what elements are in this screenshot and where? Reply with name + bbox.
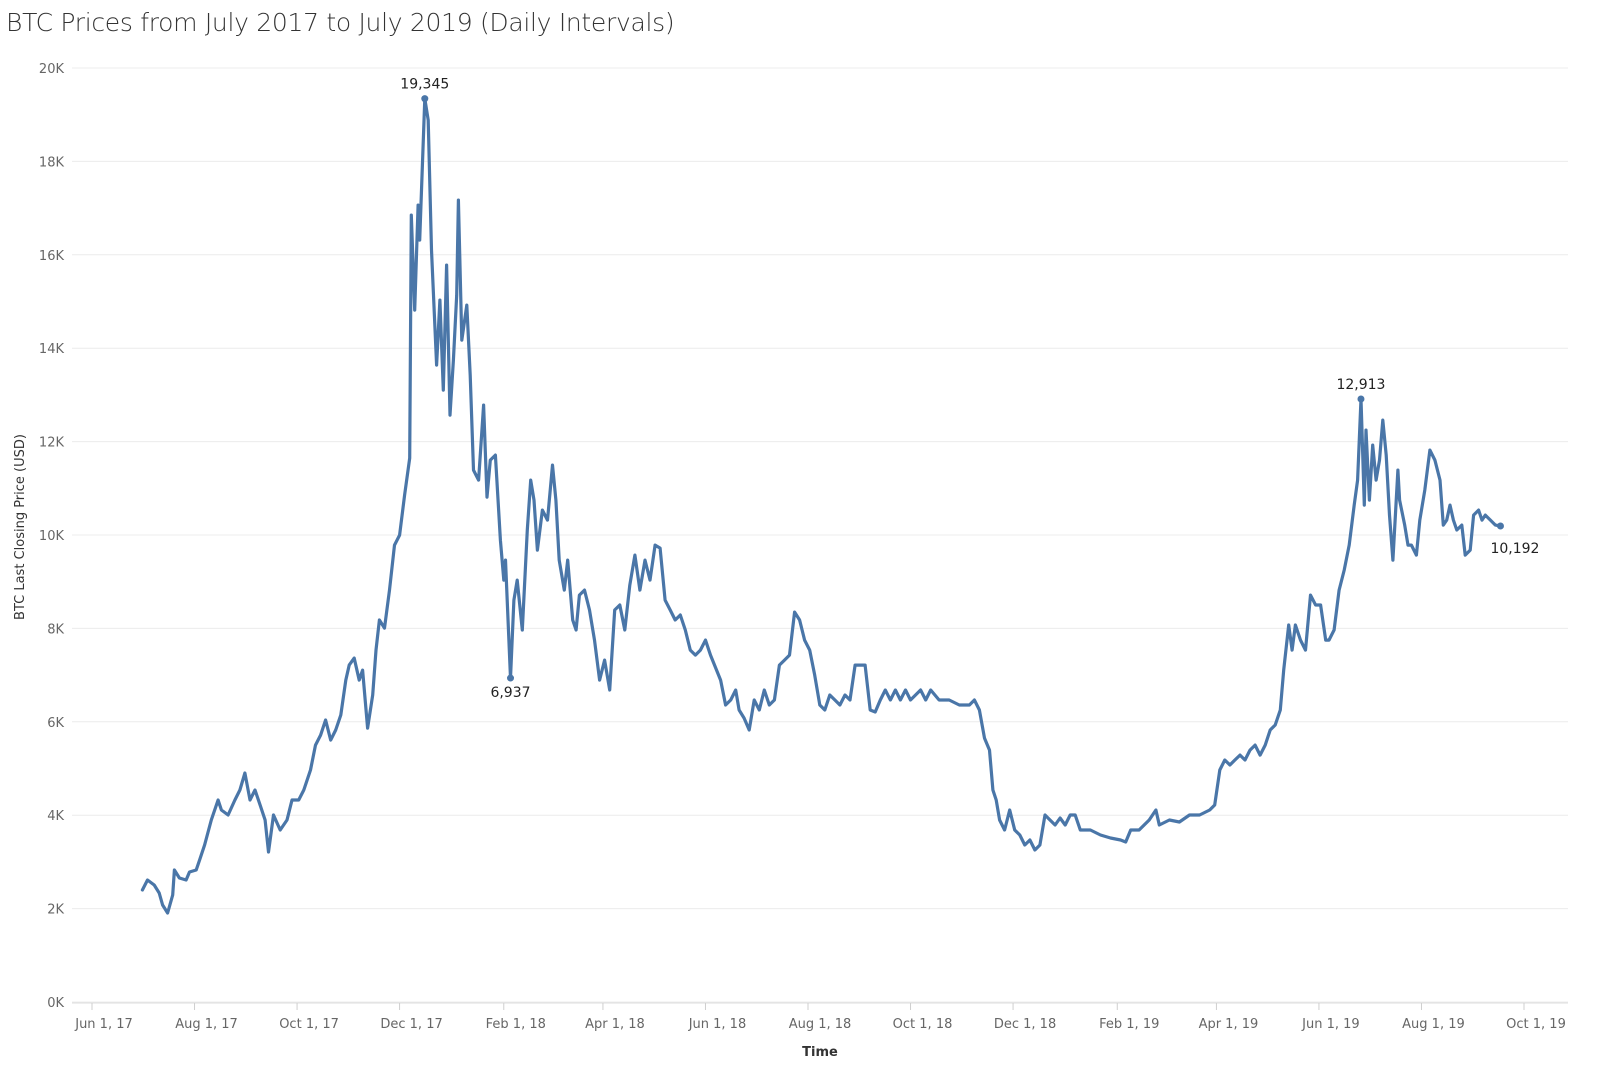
- y-axis-title: BTC Last Closing Price (USD): [13, 434, 28, 620]
- y-axis: 0K 2K 4K 6K 8K 10K 12K 14K 16K 18K 20K: [39, 62, 65, 1011]
- annotation-point: [507, 674, 515, 682]
- annotation-point: [421, 95, 429, 103]
- annotation-label: 19,345: [400, 77, 449, 93]
- x-tick-label: Aug 1, 19: [1402, 1017, 1465, 1032]
- y-tick-label: 4K: [47, 809, 64, 824]
- x-axis: Jun 1, 17 Aug 1, 17 Oct 1, 17 Dec 1, 17 Feb …: [72, 1002, 1568, 1032]
- annotations: 19,345 6,937 12,913 10,192: [400, 77, 1539, 701]
- y-tick-label: 8K: [47, 622, 64, 637]
- y-tick-label: 10K: [39, 529, 65, 544]
- annotation-point: [1496, 522, 1504, 530]
- x-tick-label: Jun 1, 19: [1301, 1017, 1360, 1032]
- x-tick-label: Feb 1, 19: [1099, 1017, 1159, 1032]
- y-tick-label: 18K: [39, 155, 65, 170]
- annotation-label: 12,913: [1336, 377, 1385, 393]
- x-tick-label: Jun 1, 17: [74, 1017, 133, 1032]
- x-tick-label: Oct 1, 18: [893, 1017, 953, 1032]
- x-tick-label: Apr 1, 19: [1199, 1017, 1259, 1032]
- gridlines: [72, 67, 1568, 1003]
- y-tick-label: 0K: [47, 996, 64, 1011]
- x-axis-title: Time: [802, 1045, 838, 1060]
- x-tick-label: Dec 1, 18: [994, 1017, 1056, 1032]
- x-tick-label: Aug 1, 17: [175, 1017, 238, 1032]
- x-tick-label: Apr 1, 18: [585, 1017, 645, 1032]
- y-tick-label: 2K: [47, 903, 64, 918]
- x-tick-label: Jun 1, 18: [688, 1017, 747, 1032]
- y-tick-label: 20K: [39, 62, 65, 77]
- y-tick-label: 16K: [39, 249, 65, 264]
- y-tick-label: 6K: [47, 716, 64, 731]
- series-line-btc-price: [140, 97, 1503, 915]
- annotation-label: 10,192: [1490, 541, 1539, 557]
- x-tick-label: Dec 1, 17: [380, 1017, 442, 1032]
- y-tick-label: 14K: [39, 342, 65, 357]
- annotation-point: [1357, 395, 1365, 403]
- x-tick-label: Feb 1, 18: [486, 1017, 546, 1032]
- x-tick-label: Oct 1, 19: [1506, 1017, 1566, 1032]
- annotation-label: 6,937: [490, 685, 530, 701]
- chart-title: BTC Prices from July 2017 to July 2019 (…: [6, 8, 675, 37]
- y-tick-label: 12K: [39, 436, 65, 451]
- x-tick-label: Aug 1, 18: [789, 1017, 852, 1032]
- x-tick-label: Oct 1, 17: [279, 1017, 339, 1032]
- series-layer: [140, 97, 1503, 915]
